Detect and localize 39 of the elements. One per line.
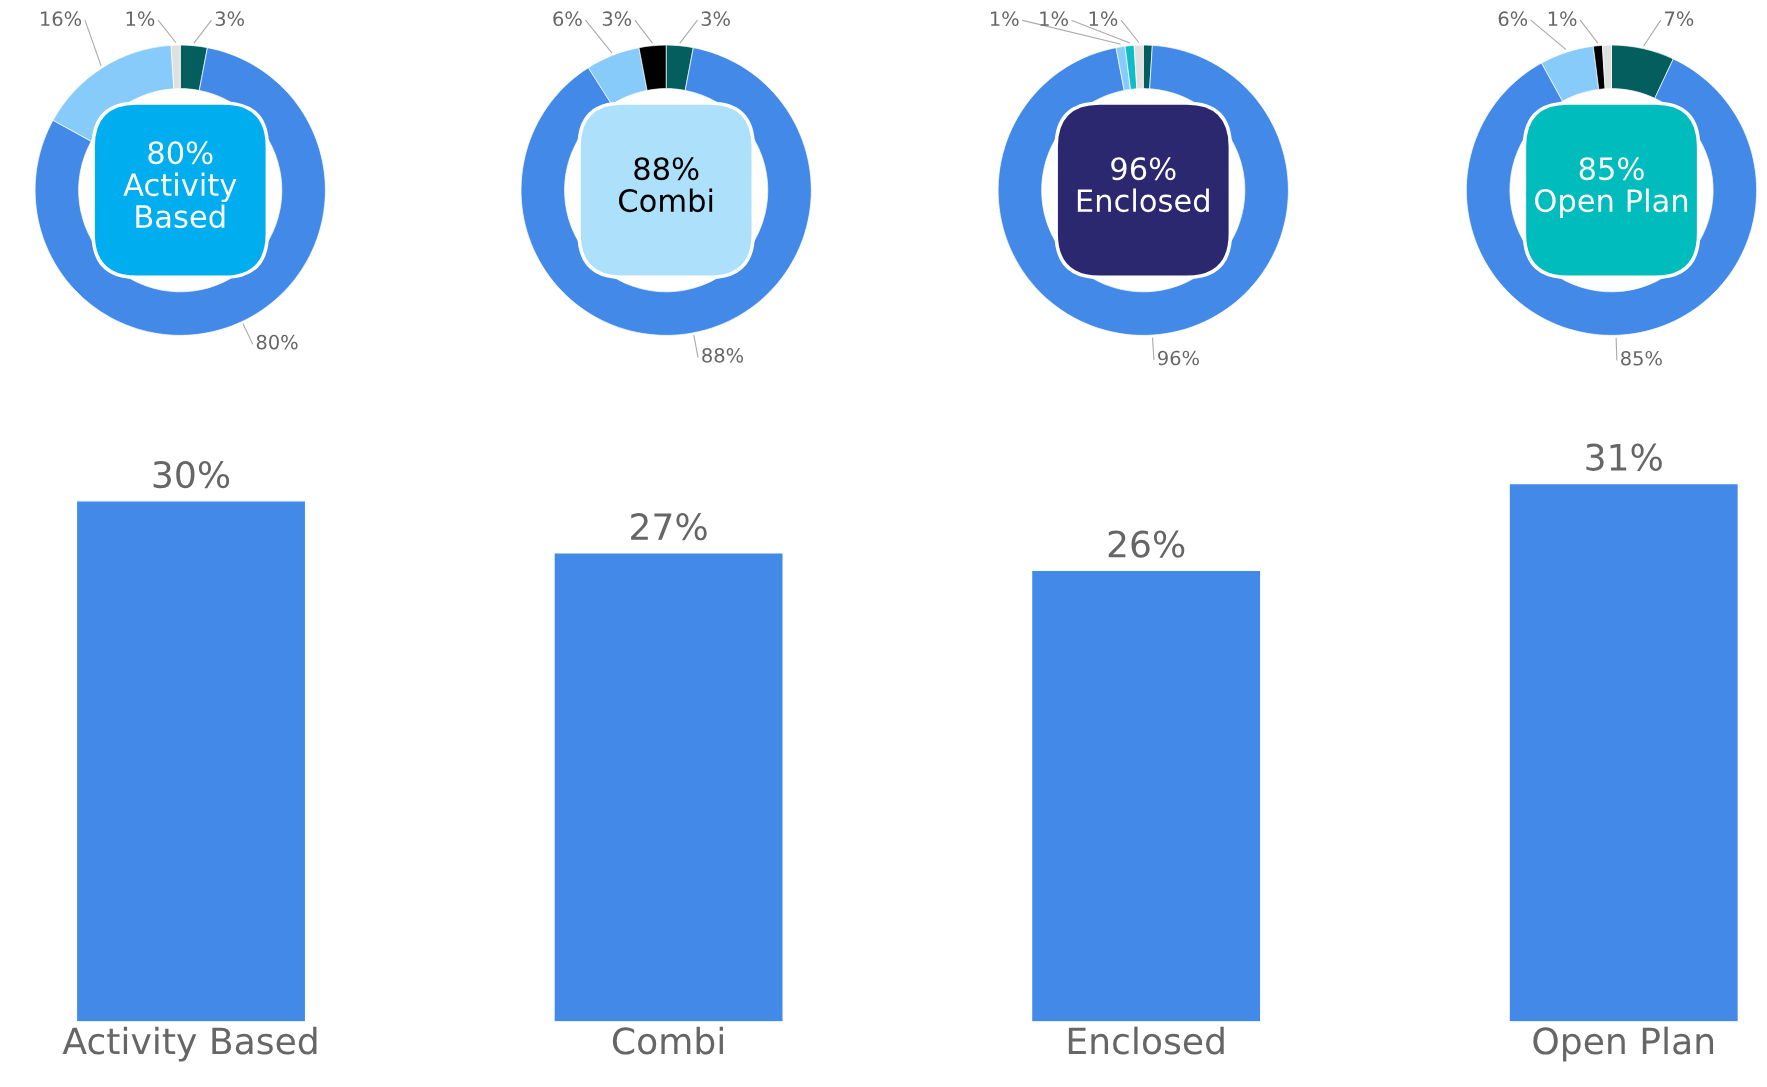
text: 85%: [1579, 157, 1644, 181]
category-label: Enclosed: [1068, 1026, 1224, 1055]
data-label: 27%: [631, 513, 707, 541]
category-label: Combi: [612, 1026, 723, 1055]
text: 80%: [148, 141, 213, 165]
text: 96%: [1111, 157, 1176, 181]
bar: [1508, 482, 1740, 1022]
text: 88%: [634, 157, 699, 181]
data-label: 6%: [553, 11, 582, 27]
data-label: 88%: [702, 347, 744, 363]
data-label: 1%: [990, 11, 1019, 27]
donut-slice: [520, 47, 812, 336]
data-label: 1%: [126, 11, 155, 27]
data-label: 85%: [1621, 350, 1662, 366]
donut-slice: [997, 45, 1289, 336]
data-label: 7%: [1665, 11, 1694, 27]
bar: [553, 552, 784, 1022]
data-label: 1%: [1548, 11, 1577, 27]
x-tick-label: Activity Based: [123, 172, 237, 229]
x-tick-label: Enclosed: [1077, 188, 1209, 213]
data-label: 31%: [1586, 443, 1662, 471]
bar: [75, 500, 307, 1022]
data-label: 6%: [1498, 11, 1528, 27]
donut-slice: [34, 47, 326, 336]
data-label: 1%: [1040, 11, 1068, 27]
data-label: 26%: [1108, 530, 1185, 558]
category-label: Activity Based: [62, 1026, 317, 1062]
data-label: 1%: [1089, 11, 1118, 27]
data-label: 96%: [1158, 350, 1199, 366]
data-label: 30%: [153, 460, 230, 489]
data-label: 80%: [256, 334, 298, 350]
bar: [1030, 569, 1262, 1022]
x-tick-label: Combi: [619, 188, 713, 213]
x-tick-label: Open Plan: [1535, 188, 1688, 219]
data-label: 16%: [41, 11, 82, 27]
data-label: 3%: [701, 11, 730, 27]
data-label: 3%: [215, 11, 244, 27]
category-label: Open Plan: [1533, 1026, 1714, 1062]
data-label: 3%: [602, 11, 632, 27]
